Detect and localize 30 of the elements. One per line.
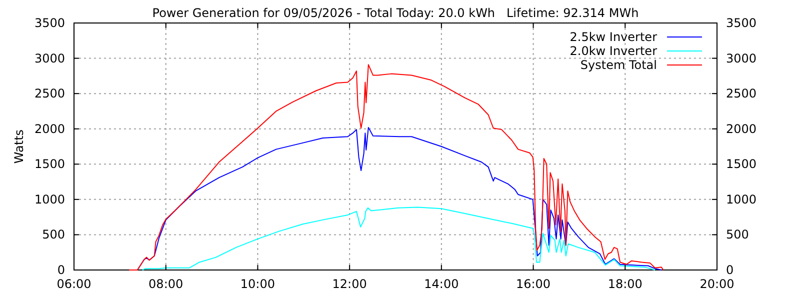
y2-tick-label: 2500	[726, 86, 757, 101]
y-tick-label: 0	[57, 263, 65, 277]
y-tick-label: 3000	[34, 51, 65, 66]
x-tick-label: 16:00	[516, 277, 551, 291]
line-series	[142, 206, 656, 270]
y-tick-label: 500	[42, 228, 65, 242]
x-tick-label: 06:00	[56, 277, 92, 291]
legend-label: System Total	[580, 58, 657, 72]
x-tick-label: 08:00	[148, 277, 184, 291]
y2-tick-label: 2000	[726, 122, 757, 136]
legend-label: 2.5kw Inverter	[570, 30, 658, 44]
y2-tick-label: 0	[726, 263, 734, 277]
y-tick-label: 2500	[34, 86, 65, 101]
y2-tick-label: 500	[726, 228, 749, 242]
chart-title: Power Generation for 09/05/2026 - Total Today: 20.0 kWh Lifetime: 92.314 MWh	[152, 6, 639, 20]
y2-tick-label: 3000	[726, 51, 757, 66]
y-tick-label: 2000	[34, 122, 65, 136]
legend-label: 2.0kw Inverter	[570, 44, 658, 58]
x-tick-label: 10:00	[240, 277, 276, 291]
x-tick-label: 12:00	[332, 277, 367, 291]
y2-tick-label: 1000	[726, 192, 757, 206]
y2-tick-label: 3500	[726, 16, 757, 30]
y-axis-title: Watts	[12, 129, 26, 164]
x-tick-label: 14:00	[424, 277, 459, 291]
y-tick-label: 1500	[34, 157, 65, 172]
y-tick-label: 3500	[34, 16, 65, 30]
x-tick-label: 20:00	[700, 277, 734, 291]
y-tick-label: 1000	[34, 192, 65, 206]
y2-tick-label: 1500	[726, 157, 757, 172]
x-tick-label: 18:00	[608, 277, 642, 291]
